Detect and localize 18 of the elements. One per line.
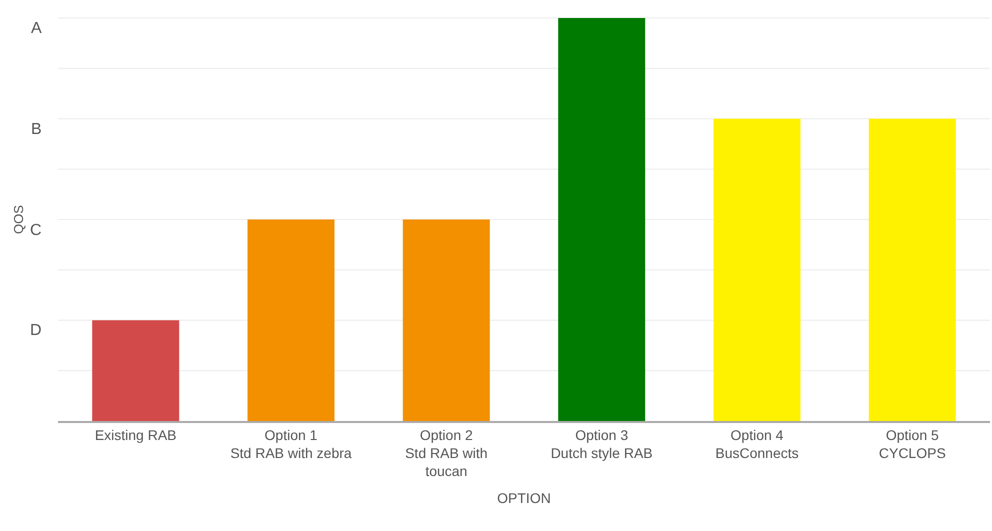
- text: A: [31, 20, 42, 37]
- text: C: [30, 222, 42, 239]
- bar: [402, 220, 490, 421]
- bar: [92, 320, 180, 421]
- text: B: [31, 121, 42, 138]
- bar: [558, 18, 646, 421]
- bar: [248, 220, 334, 421]
- x-tick-label: Option 4 BusConnects: [715, 426, 799, 461]
- x-tick-label: Option 2 Std RAB with toucan: [405, 426, 488, 480]
- bar: [714, 118, 800, 421]
- y-axis-title: QOS: [10, 204, 26, 234]
- x-tick-label: Option 1 Std RAB with zebra: [230, 426, 352, 461]
- x-tick-label: Existing RAB: [94, 426, 177, 443]
- bar: [868, 118, 956, 421]
- x-tick-label: Option 5 CYCLOPS: [878, 426, 946, 461]
- x-tick-label: Option 3 Dutch style RAB: [550, 426, 653, 461]
- x-axis-title: OPTION: [497, 490, 551, 506]
- text: D: [30, 322, 42, 339]
